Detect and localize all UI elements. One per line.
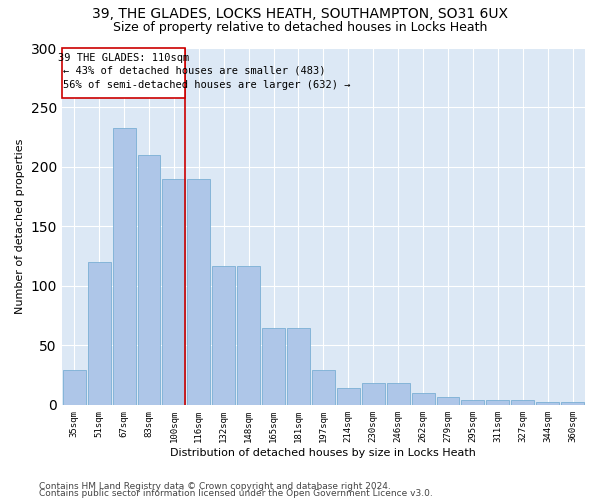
Bar <box>461 400 484 405</box>
Text: 56% of semi-detached houses are larger (632) →: 56% of semi-detached houses are larger (… <box>63 80 350 90</box>
FancyBboxPatch shape <box>62 48 185 98</box>
Bar <box>113 128 136 405</box>
Bar <box>337 388 360 405</box>
Text: Size of property relative to detached houses in Locks Heath: Size of property relative to detached ho… <box>113 21 487 34</box>
Bar <box>561 402 584 405</box>
X-axis label: Distribution of detached houses by size in Locks Heath: Distribution of detached houses by size … <box>170 448 476 458</box>
Bar <box>487 400 509 405</box>
Bar <box>287 328 310 405</box>
Bar <box>88 262 110 405</box>
Bar <box>386 384 410 405</box>
Bar <box>187 179 210 405</box>
Bar <box>212 266 235 405</box>
Bar <box>312 370 335 405</box>
Bar <box>163 179 185 405</box>
Bar <box>412 393 434 405</box>
Bar <box>137 155 160 405</box>
Bar <box>536 402 559 405</box>
Text: 39, THE GLADES, LOCKS HEATH, SOUTHAMPTON, SO31 6UX: 39, THE GLADES, LOCKS HEATH, SOUTHAMPTON… <box>92 8 508 22</box>
Text: ← 43% of detached houses are smaller (483): ← 43% of detached houses are smaller (48… <box>63 66 326 76</box>
Bar <box>362 384 385 405</box>
Bar <box>511 400 534 405</box>
Text: 39 THE GLADES: 110sqm: 39 THE GLADES: 110sqm <box>58 53 189 63</box>
Bar <box>237 266 260 405</box>
Text: Contains HM Land Registry data © Crown copyright and database right 2024.: Contains HM Land Registry data © Crown c… <box>39 482 391 491</box>
Bar <box>437 396 460 405</box>
Bar <box>262 328 285 405</box>
Bar <box>63 370 86 405</box>
Y-axis label: Number of detached properties: Number of detached properties <box>15 138 25 314</box>
Text: Contains public sector information licensed under the Open Government Licence v3: Contains public sector information licen… <box>39 490 433 498</box>
